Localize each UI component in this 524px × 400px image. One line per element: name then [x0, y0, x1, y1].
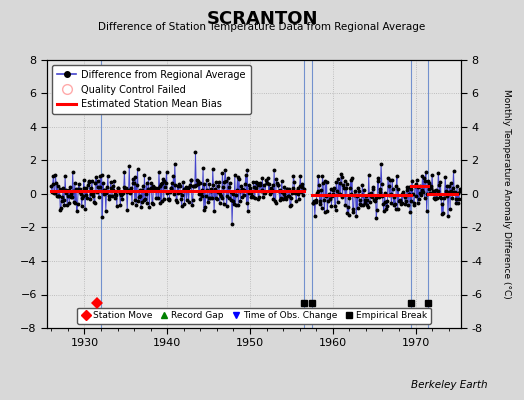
Text: Difference of Station Temperature Data from Regional Average: Difference of Station Temperature Data f…	[99, 22, 425, 32]
Text: Berkeley Earth: Berkeley Earth	[411, 380, 487, 390]
Y-axis label: Monthly Temperature Anomaly Difference (°C): Monthly Temperature Anomaly Difference (…	[502, 89, 511, 299]
Legend: Station Move, Record Gap, Time of Obs. Change, Empirical Break: Station Move, Record Gap, Time of Obs. C…	[78, 308, 431, 324]
Text: SCRANTON: SCRANTON	[206, 10, 318, 28]
